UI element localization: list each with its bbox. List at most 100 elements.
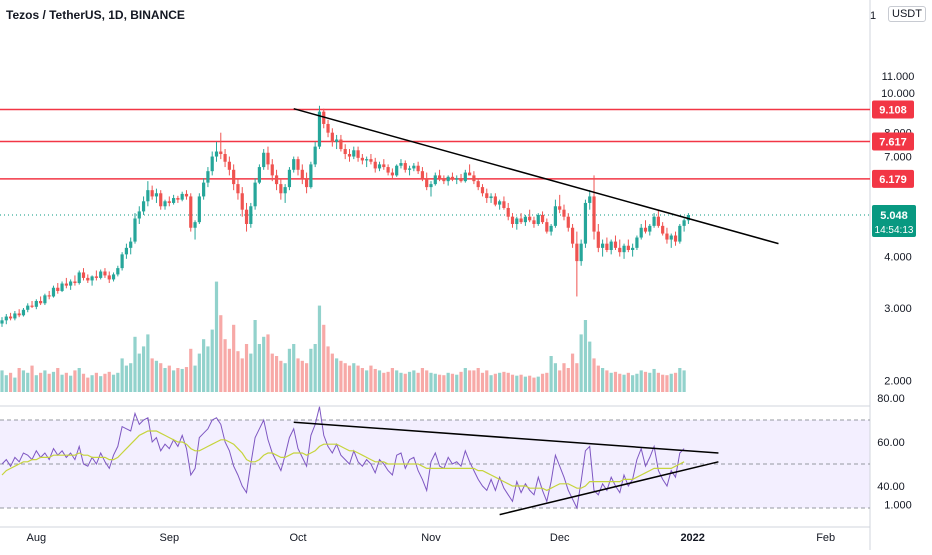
candle-body [669, 235, 673, 240]
volume-bar [77, 368, 81, 392]
volume-bar [536, 376, 540, 392]
volume-bar [592, 358, 596, 392]
candle-body [566, 216, 570, 228]
candle-body [266, 152, 270, 165]
price-tick-label: 4.000 [884, 252, 912, 264]
volume-bar [116, 372, 120, 392]
currency-button[interactable]: USDT [888, 6, 926, 22]
candle-body [365, 159, 369, 161]
volume-bar [373, 368, 377, 392]
volume-bar [214, 281, 219, 392]
volume-bar [596, 365, 600, 392]
time-tick-label: Feb [816, 532, 835, 544]
candle-body [390, 172, 394, 176]
candle-body [249, 206, 253, 224]
candle-body [330, 132, 334, 142]
candle-body [64, 283, 68, 286]
volume-bar [472, 370, 476, 392]
volume-bar [184, 367, 189, 392]
candle-body [13, 313, 17, 319]
volume-bar [296, 358, 300, 392]
volume-bar [0, 370, 4, 392]
price-level-tag [872, 169, 914, 188]
volume-bar [506, 372, 510, 392]
volume-bar [626, 372, 630, 392]
volume-bar [292, 344, 296, 392]
candle-body [506, 207, 510, 217]
volume-bar [21, 370, 26, 392]
volume-bar [356, 365, 360, 392]
chart-title: Tezos / TetherUS, 1D, BINANCE [6, 8, 185, 22]
candle-body [90, 276, 94, 281]
volume-bar [163, 368, 167, 392]
candle-body [360, 157, 364, 161]
volume-bar [395, 370, 399, 392]
candle-body [540, 214, 545, 223]
candle-body [141, 201, 146, 212]
volume-bar [588, 341, 592, 392]
candle-body [369, 159, 373, 162]
volume-bar [240, 358, 244, 392]
candle-body [335, 139, 339, 142]
price-tick-label: 1.000 [884, 499, 912, 511]
volume-bar [540, 373, 545, 392]
price-tick-label: 11.000 [882, 71, 915, 83]
volume-bar [618, 373, 622, 392]
volume-bar [382, 372, 386, 392]
candle-body [0, 320, 4, 324]
rsi-tick-label: 40.00 [877, 481, 905, 493]
volume-bar [309, 348, 313, 392]
candle-body [206, 171, 210, 183]
volume-bar [352, 363, 356, 392]
candle-body [99, 271, 103, 278]
volume-bar [274, 356, 279, 392]
candle-body [682, 220, 686, 226]
candle-body [304, 178, 309, 188]
rsi-trendline[interactable] [499, 461, 719, 516]
volume-bar [347, 365, 352, 392]
candle-body [433, 175, 437, 185]
volume-bar [249, 353, 253, 392]
volume-bar [202, 339, 206, 392]
volume-bar [287, 348, 292, 392]
rsi-trendline[interactable] [293, 421, 719, 454]
candle-body [309, 164, 313, 188]
volume-bar [485, 370, 489, 392]
volume-bar [120, 358, 124, 392]
time-tick-label: Sep [160, 532, 180, 544]
volume-bar [330, 353, 334, 392]
volume-bar [652, 368, 656, 392]
candle-body [107, 275, 111, 280]
candle-body [570, 227, 575, 244]
candle-body [678, 225, 682, 242]
volume-bar [206, 346, 210, 392]
candle-body [167, 201, 171, 203]
price-trendline[interactable] [293, 107, 779, 245]
volume-bar [257, 344, 261, 392]
candle-body [412, 165, 416, 169]
volume-bar [468, 370, 472, 392]
volume-bar [73, 370, 77, 392]
candle-body [601, 243, 605, 248]
candle-body [73, 281, 77, 284]
volume-bar [34, 375, 38, 392]
candle-body [549, 225, 553, 232]
volume-bar [283, 363, 287, 392]
volume-bar [553, 363, 558, 392]
volume-bar [300, 360, 304, 392]
volume-bar [463, 368, 467, 392]
volume-bar [622, 374, 626, 392]
volume-bar [601, 368, 605, 392]
volume-bar [502, 371, 506, 392]
volume-bar [523, 376, 527, 392]
candle-body [395, 165, 399, 176]
volume-bar [510, 374, 515, 392]
volume-bar [429, 372, 433, 392]
volume-bar [420, 368, 425, 392]
volume-bar [159, 363, 163, 392]
volume-bar [631, 375, 635, 392]
volume-bar [279, 360, 283, 392]
volume-bar [322, 324, 326, 392]
